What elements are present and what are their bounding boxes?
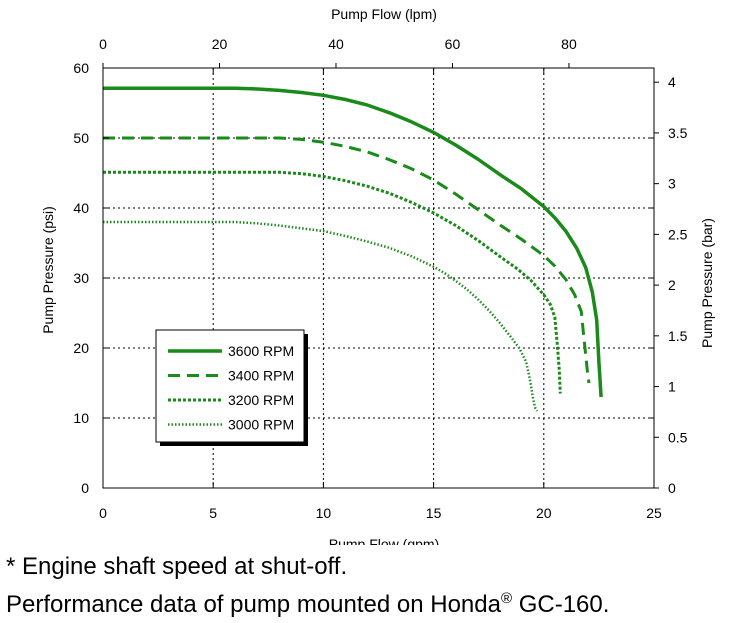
series-layer bbox=[103, 86, 603, 412]
y2-tick-label: 4 bbox=[668, 74, 676, 90]
legend-label: 3000 RPM bbox=[228, 417, 294, 433]
y-tick-label: 60 bbox=[73, 60, 89, 76]
x-axis-label: Pump Flow (gpm) bbox=[329, 536, 439, 545]
legend: 3600 RPM 3400 RPM 3200 RPM 3000 RPM bbox=[155, 329, 308, 446]
y-tick-label: 20 bbox=[73, 340, 89, 356]
x2-axis-label: Pump Flow (lpm) bbox=[331, 6, 437, 22]
x-tick-label: 15 bbox=[426, 505, 442, 521]
x2-tick-label: 60 bbox=[445, 36, 461, 52]
x2-tick-label: 80 bbox=[561, 36, 577, 52]
y-tick-label: 0 bbox=[81, 480, 89, 496]
y-tick-label: 10 bbox=[73, 410, 89, 426]
y2-tick-label: 0.5 bbox=[668, 429, 688, 445]
y2-tick-label: 3.5 bbox=[668, 125, 688, 141]
tick-labels: 0 5 10 15 20 25 0 20 40 60 80 0 10 20 30 40 50 60 0 0.5 1 1.5… bbox=[73, 36, 687, 521]
footnote-performance: Performance data of pump mounted on Hond… bbox=[6, 591, 609, 619]
footnote-performance-text: Performance data of pump mounted on Hond… bbox=[6, 591, 501, 618]
y2-tick-label: 2 bbox=[668, 277, 676, 293]
legend-label: 3600 RPM bbox=[228, 343, 294, 359]
footnote-model-text: GC-160. bbox=[512, 591, 610, 618]
x-tick-label: 25 bbox=[646, 505, 662, 521]
y-axis-label: Pump Pressure (psi) bbox=[40, 206, 56, 334]
y2-axis-label: Pump Pressure (bar) bbox=[699, 218, 715, 348]
y-tick-label: 50 bbox=[73, 130, 89, 146]
y2-tick-label: 1 bbox=[668, 379, 676, 395]
series-line-3000-rpm bbox=[103, 220, 539, 412]
legend-label: 3400 RPM bbox=[228, 368, 294, 384]
x2-tick-label: 0 bbox=[99, 36, 107, 52]
x-tick-label: 10 bbox=[316, 505, 332, 521]
legend-box bbox=[155, 329, 305, 443]
y-tick-label: 30 bbox=[73, 270, 89, 286]
series-line-3200-rpm bbox=[103, 170, 562, 394]
y-tick-label: 40 bbox=[73, 200, 89, 216]
legend-label: 3200 RPM bbox=[228, 392, 294, 408]
pump-performance-chart: 0 5 10 15 20 25 0 20 40 60 80 0 10 20 30 40 50 60 0 0.5 1 1.5… bbox=[40, 6, 715, 545]
y2-tick-label: 0 bbox=[668, 480, 676, 496]
series-line-3400-rpm bbox=[103, 136, 591, 384]
x-tick-label: 5 bbox=[209, 505, 217, 521]
x2-tick-label: 40 bbox=[328, 36, 344, 52]
y2-tick-label: 2.5 bbox=[668, 226, 688, 242]
footnote-shutoff: * Engine shaft speed at shut-off. bbox=[6, 553, 348, 580]
y2-tick-label: 3 bbox=[668, 176, 676, 192]
registered-mark: ® bbox=[500, 590, 513, 607]
x2-tick-label: 20 bbox=[212, 36, 228, 52]
tick-marks bbox=[102, 63, 659, 489]
y2-tick-label: 1.5 bbox=[668, 328, 688, 344]
series-line-3600-rpm bbox=[103, 86, 603, 398]
x-tick-label: 0 bbox=[99, 505, 107, 521]
x-tick-label: 20 bbox=[536, 505, 552, 521]
